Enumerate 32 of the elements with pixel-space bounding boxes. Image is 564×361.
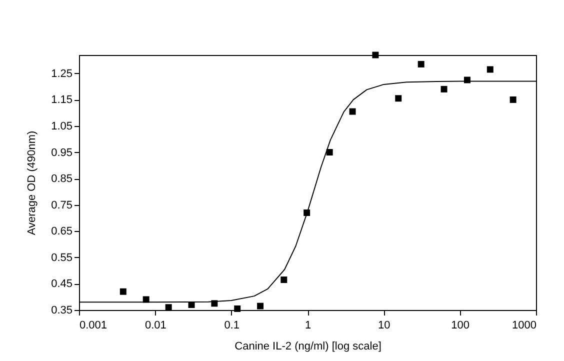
point <box>486 66 494 73</box>
point <box>165 304 172 311</box>
y-tick-label: 0.35 <box>51 304 72 316</box>
point <box>234 305 241 312</box>
x-tick-label: 0.1 <box>224 320 240 332</box>
x-tick-label: 1000 <box>512 320 536 332</box>
y-tick-label: 1.15 <box>51 94 72 106</box>
x-axis-title: Canine IL-2 (ng/ml) [log scale] <box>234 340 382 352</box>
x-tick-label: 100 <box>451 320 470 332</box>
point <box>257 302 264 310</box>
y-axis-title: Average OD (490nm) <box>26 130 38 236</box>
point <box>418 60 424 68</box>
point <box>280 276 288 284</box>
y-tick-label: 0.85 <box>51 173 72 186</box>
x-tick-label: 1 <box>304 320 312 332</box>
point <box>326 149 333 156</box>
x-tick-label: 0.01 <box>144 320 166 332</box>
x-tick-label: 0.001 <box>80 320 108 332</box>
y-tick-label: 0.55 <box>51 252 72 264</box>
point <box>440 86 448 92</box>
y-tick-label: 1.25 <box>51 68 72 80</box>
y-tick-label: 0.65 <box>51 226 72 238</box>
y-tick-label: 0.95 <box>51 146 72 159</box>
point <box>372 52 379 58</box>
y-tick-label: 0.45 <box>51 278 72 290</box>
point <box>349 108 356 115</box>
y-tick-label: 0.75 <box>51 199 72 212</box>
point <box>120 288 126 295</box>
point <box>510 96 516 103</box>
y-tick-label: 1.05 <box>51 120 72 132</box>
point <box>395 95 402 102</box>
x-tick-label: 10 <box>378 320 390 332</box>
